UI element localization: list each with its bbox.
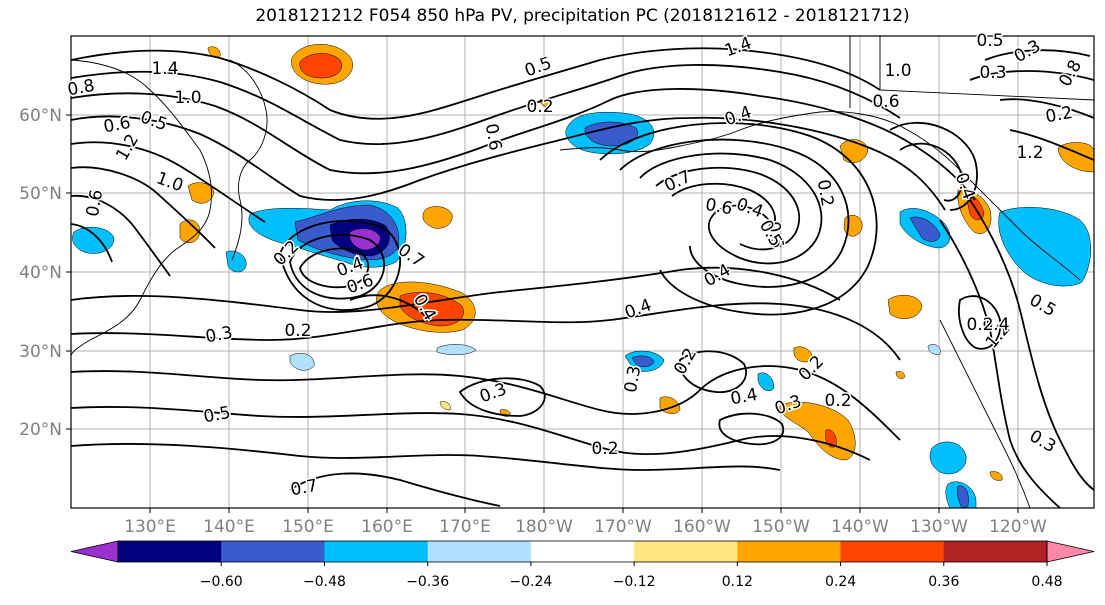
colorbar-arrow-right: [1046, 540, 1095, 563]
lon-label: 140°W: [831, 517, 889, 537]
contour-label: 1.2: [1016, 143, 1043, 163]
contour-label: 0.4: [729, 385, 759, 409]
lon-label: 150°W: [752, 517, 810, 537]
contour-label: 1.0: [174, 88, 201, 108]
contour-label: 0.6: [872, 92, 899, 112]
pv-contours: [71, 47, 1094, 508]
colorbar-segment: [427, 541, 532, 562]
colorbar-segment: [324, 541, 429, 562]
colorbar-arrow-left: [70, 540, 119, 563]
colorbar-segment: [737, 541, 842, 562]
colorbar-tick-label: −0.12: [613, 574, 656, 590]
lat-label: 50°N: [19, 184, 62, 204]
lat-label: 60°N: [19, 106, 62, 126]
contour-label: 0.2: [1044, 103, 1074, 127]
lon-label: 170°E: [439, 517, 491, 537]
colorbar-segment: [118, 541, 222, 562]
coastlines: [71, 36, 1094, 508]
lon-label: 160°E: [361, 517, 413, 537]
contour-label: 0.2: [824, 391, 851, 411]
contour-label: 0.6: [481, 122, 505, 152]
lon-label: 180°W: [515, 517, 573, 537]
contour-label: 0.6: [102, 113, 132, 137]
contour-label: 0.4: [982, 315, 1009, 335]
lon-label: 160°W: [673, 517, 731, 537]
lon-label: 170°W: [594, 517, 652, 537]
colorbar-tick-label: 0.24: [825, 574, 856, 590]
colorbar: [70, 540, 1095, 563]
contour-label: 1.0: [884, 61, 911, 81]
colorbar-tick-label: −0.36: [406, 574, 449, 590]
colorbar-segment: [840, 541, 945, 562]
lon-label: 130°E: [124, 517, 176, 537]
contour-label: 0.2: [284, 321, 311, 341]
colorbar-tick-labels: −0.60 −0.48 −0.36 −0.24 −0.12 0.12 0.24 0.36 0.4…: [200, 562, 1063, 590]
contour-label: 0.2: [966, 315, 993, 335]
colorbar-segment: [634, 541, 738, 562]
gridlines: [71, 36, 1094, 508]
longitude-labels: 130°E 140°E 150°E 160°E 170°E 180°W 170°W 160°W…: [124, 517, 1047, 537]
colorbar-tick-label: −0.48: [303, 574, 346, 590]
contour-label: 0.5: [976, 31, 1003, 51]
contour-label: 0.3: [979, 63, 1006, 83]
latitude-labels: 60°N 50°N 40°N 30°N 20°N: [19, 106, 62, 440]
contour-label: 0.3: [621, 364, 645, 394]
contour-label: 0.2: [591, 439, 618, 459]
colorbar-tick-label: 0.48: [1031, 574, 1062, 590]
colorbar-tick-label: 0.36: [928, 574, 959, 590]
colorbar-tick-label: −0.24: [509, 574, 552, 590]
colorbar-segment: [943, 541, 1048, 562]
lat-label: 40°N: [19, 263, 62, 283]
lon-label: 140°E: [203, 517, 255, 537]
map-title: 2018121212 F054 850 hPa PV, precipitatio…: [255, 6, 910, 26]
lat-label: 30°N: [19, 342, 62, 362]
contour-label: 1.4: [151, 59, 178, 79]
lon-label: 120°W: [989, 517, 1047, 537]
colorbar-tick-label: 0.12: [722, 574, 753, 590]
contour-label: 0.2: [526, 97, 553, 117]
lon-label: 130°W: [910, 517, 968, 537]
colorbar-segment: [530, 541, 635, 562]
colorbar-tick-label: −0.60: [200, 574, 243, 590]
lat-label: 20°N: [19, 420, 62, 440]
colorbar-segment: [221, 541, 325, 562]
lon-label: 150°E: [282, 517, 334, 537]
